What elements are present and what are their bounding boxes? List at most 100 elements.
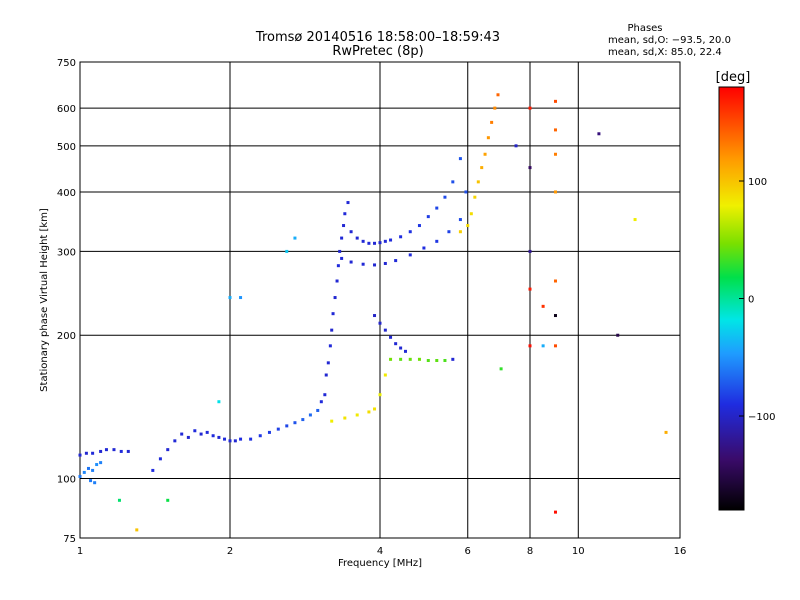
x-tick-label: 2 <box>227 546 233 557</box>
data-point <box>205 430 209 434</box>
data-point <box>458 230 462 234</box>
x-tick-label: 4 <box>377 546 383 557</box>
data-point <box>458 157 462 161</box>
data-point <box>258 434 262 438</box>
data-point <box>417 357 421 361</box>
data-point <box>553 152 557 156</box>
data-point <box>193 429 197 433</box>
data-point <box>417 224 421 228</box>
data-point <box>616 333 620 337</box>
data-point <box>435 239 439 243</box>
data-point <box>151 468 155 472</box>
data-point <box>330 328 334 332</box>
data-point <box>464 190 468 194</box>
data-point <box>553 128 557 132</box>
data-point <box>389 335 393 339</box>
data-point <box>447 230 451 234</box>
data-point <box>326 361 330 365</box>
stats-x-mode: mean, sd,X: 85.0, 22.4 <box>608 47 722 58</box>
data-point <box>338 249 342 253</box>
data-point <box>285 424 289 428</box>
data-point <box>276 427 280 431</box>
data-point <box>91 468 95 472</box>
data-point <box>367 410 371 414</box>
data-point <box>493 106 497 110</box>
data-point <box>458 218 462 222</box>
data-point <box>399 235 403 239</box>
y-tick-label: 600 <box>57 104 76 115</box>
data-point <box>239 437 243 441</box>
data-point <box>553 99 557 103</box>
data-point <box>451 357 455 361</box>
x-tick-label: 6 <box>465 546 471 557</box>
data-point <box>435 206 439 210</box>
data-point <box>399 346 403 350</box>
data-point <box>333 296 337 300</box>
data-point <box>99 461 103 465</box>
y-tick-label: 750 <box>57 58 76 69</box>
data-point <box>553 344 557 348</box>
data-point <box>349 230 353 234</box>
data-point <box>373 407 377 411</box>
data-point <box>217 400 221 404</box>
data-point <box>78 474 82 478</box>
data-point <box>469 212 473 216</box>
data-point <box>383 373 387 377</box>
chart-title: Tromsø 20140516 18:58:00–18:59:43 <box>255 30 500 45</box>
data-point <box>355 413 359 417</box>
data-point <box>528 166 532 170</box>
data-point <box>361 262 365 266</box>
data-point <box>293 421 297 425</box>
data-point <box>443 358 447 362</box>
data-point <box>633 218 637 222</box>
data-point <box>86 466 90 470</box>
data-point <box>528 344 532 348</box>
data-point <box>223 437 227 441</box>
data-point <box>249 437 253 441</box>
data-point <box>343 416 347 420</box>
x-axis-label: Frequency [MHz] <box>338 558 422 569</box>
colorbar-tick-label: −100 <box>748 412 775 423</box>
data-point <box>399 357 403 361</box>
data-point <box>373 314 377 318</box>
y-axis-label: Stationary phase Virtual Height [km] <box>39 208 50 392</box>
data-point <box>553 510 557 514</box>
data-point <box>373 241 377 245</box>
data-point <box>95 463 99 467</box>
data-point <box>367 241 371 245</box>
data-point <box>394 342 398 346</box>
data-point <box>93 481 97 485</box>
data-point <box>361 239 365 243</box>
data-point <box>466 224 470 228</box>
data-point <box>336 264 340 268</box>
data-points <box>78 93 668 532</box>
data-point <box>293 236 297 240</box>
data-point <box>443 195 447 199</box>
data-point <box>553 314 557 318</box>
data-point <box>112 448 116 452</box>
data-point <box>383 261 387 265</box>
data-point <box>528 287 532 291</box>
chart-subtitle: RwPretec (8p) <box>332 44 423 59</box>
data-point <box>389 238 393 242</box>
colorbar-tick-label: 100 <box>748 177 767 188</box>
data-point <box>301 418 305 422</box>
data-point <box>228 439 232 443</box>
data-point <box>319 400 323 404</box>
data-point <box>233 439 237 443</box>
y-tick-label: 500 <box>57 142 76 153</box>
y-tick-label: 75 <box>63 534 76 545</box>
stats-o-mode: mean, sd,O: −93.5, 20.0 <box>608 35 731 46</box>
plot-area: 1 2 4 6 8 10 16 75 100 200 300 400 500 600 750 <box>57 58 686 557</box>
colorbar-ticks: 100 0 −100 <box>739 177 775 423</box>
data-point <box>342 224 346 228</box>
data-point <box>135 528 139 532</box>
data-point <box>383 328 387 332</box>
data-point <box>355 236 359 240</box>
data-point <box>483 152 487 156</box>
data-point <box>394 259 398 263</box>
data-point <box>328 344 332 348</box>
data-point <box>373 263 377 267</box>
colorbar: [deg] 100 0 −100 <box>716 70 775 511</box>
